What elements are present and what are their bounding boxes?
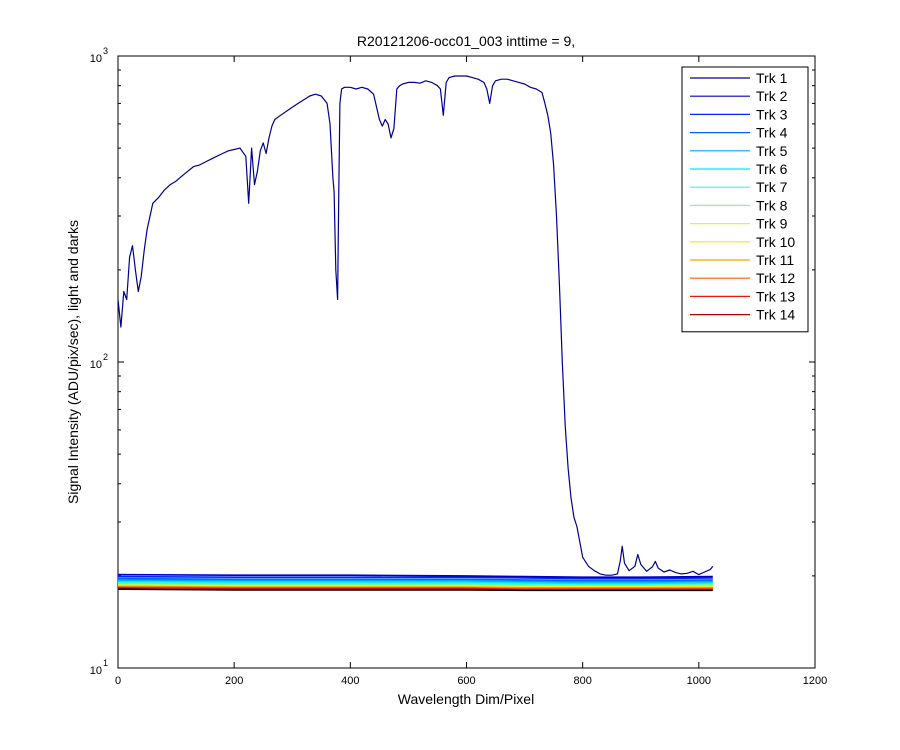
series-line-unlabeled [117, 588, 713, 592]
legend-label-trk-11: Trk 11 [756, 252, 794, 268]
legend-label-trk-12: Trk 12 [756, 270, 795, 286]
legend-label-trk-1: Trk 1 [756, 70, 788, 86]
y-tick-exponent: 2 [103, 352, 108, 362]
legend-label-trk-4: Trk 4 [756, 125, 788, 141]
series-line-trk-1 [117, 75, 714, 576]
y-tick-exponent: 3 [103, 46, 108, 56]
legend-label-trk-9: Trk 9 [756, 216, 788, 232]
series-line-trk-6 [117, 580, 713, 585]
legend-label-trk-7: Trk 7 [756, 179, 788, 195]
legend-label-trk-2: Trk 2 [756, 88, 788, 104]
x-tick-label: 400 [341, 675, 359, 687]
series-line-trk-4 [117, 577, 713, 582]
x-tick-label: 1000 [687, 675, 711, 687]
legend: Trk 1 Trk 2 Trk 3 Trk 4 Trk 5 Trk 6 Trk 7 Trk 8… [681, 66, 809, 333]
legend-label-trk-8: Trk 8 [756, 197, 788, 213]
series-layer [117, 75, 714, 592]
legend-box [681, 66, 809, 333]
legend-label-trk-13: Trk 13 [756, 288, 795, 304]
legend-label-trk-6: Trk 6 [756, 161, 788, 177]
x-tick-label: 200 [225, 675, 243, 687]
x-axis-label: Wavelength Dim/Pixel [398, 691, 534, 707]
y-tick-label: 10 [90, 53, 102, 65]
legend-label-trk-10: Trk 10 [756, 234, 795, 250]
y-axis-label: Signal Intensity (ADU/pix/sec), light an… [65, 220, 81, 504]
legend-label-trk-3: Trk 3 [756, 106, 788, 122]
x-tick-label: 800 [573, 675, 591, 687]
series-line-trk-2 [117, 573, 713, 579]
x-tick-label: 1200 [803, 675, 827, 687]
series-line-trk-5 [117, 579, 713, 583]
legend-label-trk-14: Trk 14 [756, 307, 795, 323]
y-tick-label: 10 [90, 665, 102, 677]
x-tick-label: 600 [457, 675, 475, 687]
chart-title: R20121206-occ01_003 inttime = 9, [357, 33, 575, 49]
legend-label-trk-5: Trk 5 [756, 143, 788, 159]
y-tick-exponent: 1 [103, 658, 108, 668]
y-tick-label: 10 [90, 359, 102, 371]
x-tick-label: 0 [115, 675, 121, 687]
x-axis-ticks: 0 200 400 600 800 1000 1200 [115, 56, 827, 687]
series-line-trk-3 [117, 575, 713, 580]
